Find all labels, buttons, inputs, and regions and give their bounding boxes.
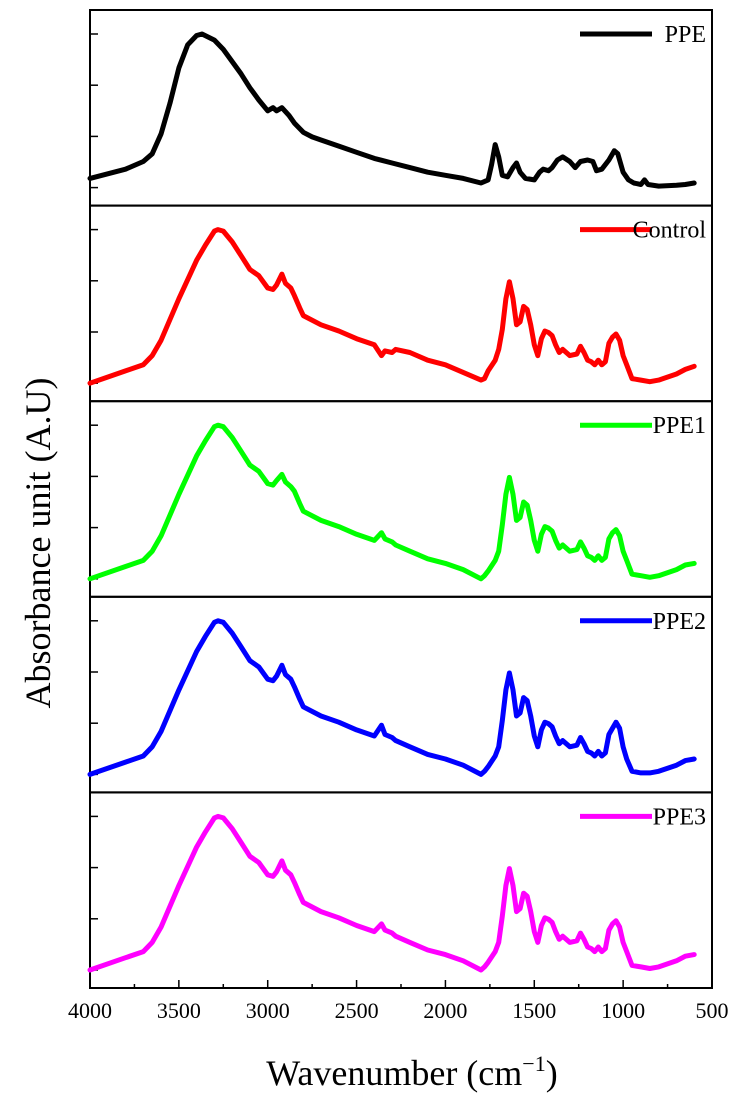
legend-label-control: Control <box>633 218 707 244</box>
series-line-control <box>87 227 697 386</box>
x-axis-title-superscript: −1 <box>522 1051 545 1076</box>
panel-frame <box>89 791 713 990</box>
legend-label-ppe: PPE <box>665 22 706 48</box>
x-axis-title-main: Wavenumber (cm <box>266 1053 522 1093</box>
series-line-ppe1 <box>87 422 697 582</box>
x-axis-title: Wavenumber (cm−1) <box>266 1051 557 1093</box>
legend-label-ppe2: PPE2 <box>653 609 706 635</box>
series-line-ppe2 <box>87 618 697 777</box>
panel-ppe1: PPE1 <box>87 400 713 598</box>
x-tick-label: 1500 <box>512 998 556 1023</box>
panel-ppe3: PPE3 <box>87 791 713 990</box>
panel-control: Control <box>87 204 713 403</box>
panel-ppe2: PPE2 <box>87 595 713 794</box>
x-tick-label: 1000 <box>601 998 645 1023</box>
x-tick-label: 2000 <box>423 998 467 1023</box>
chart-panels: PPE Control PPE1 PPE2 PPE3 <box>87 9 713 990</box>
panel-ppe: PPE <box>87 9 713 207</box>
y-axis-title: Absorbance unit (A.U) <box>18 378 58 709</box>
panel-frame <box>89 400 713 598</box>
series-line-ppe <box>87 31 697 189</box>
panel-frame <box>89 9 713 207</box>
legend-label-ppe3: PPE3 <box>653 804 706 830</box>
x-axis: 4000 3500 3000 2500 2000 1500 1000 500 <box>68 980 729 1023</box>
x-tick-label: 4000 <box>68 998 112 1023</box>
x-axis-title-close: ) <box>546 1053 558 1093</box>
panel-frame <box>89 595 713 794</box>
x-tick-label: 3500 <box>157 998 201 1023</box>
x-tick-label: 500 <box>696 998 729 1023</box>
panel-frame <box>89 204 713 403</box>
x-tick-label: 2500 <box>335 998 379 1023</box>
x-tick-label: 3000 <box>246 998 290 1023</box>
legend-label-ppe1: PPE1 <box>653 413 706 439</box>
series-line-ppe3 <box>87 813 697 973</box>
